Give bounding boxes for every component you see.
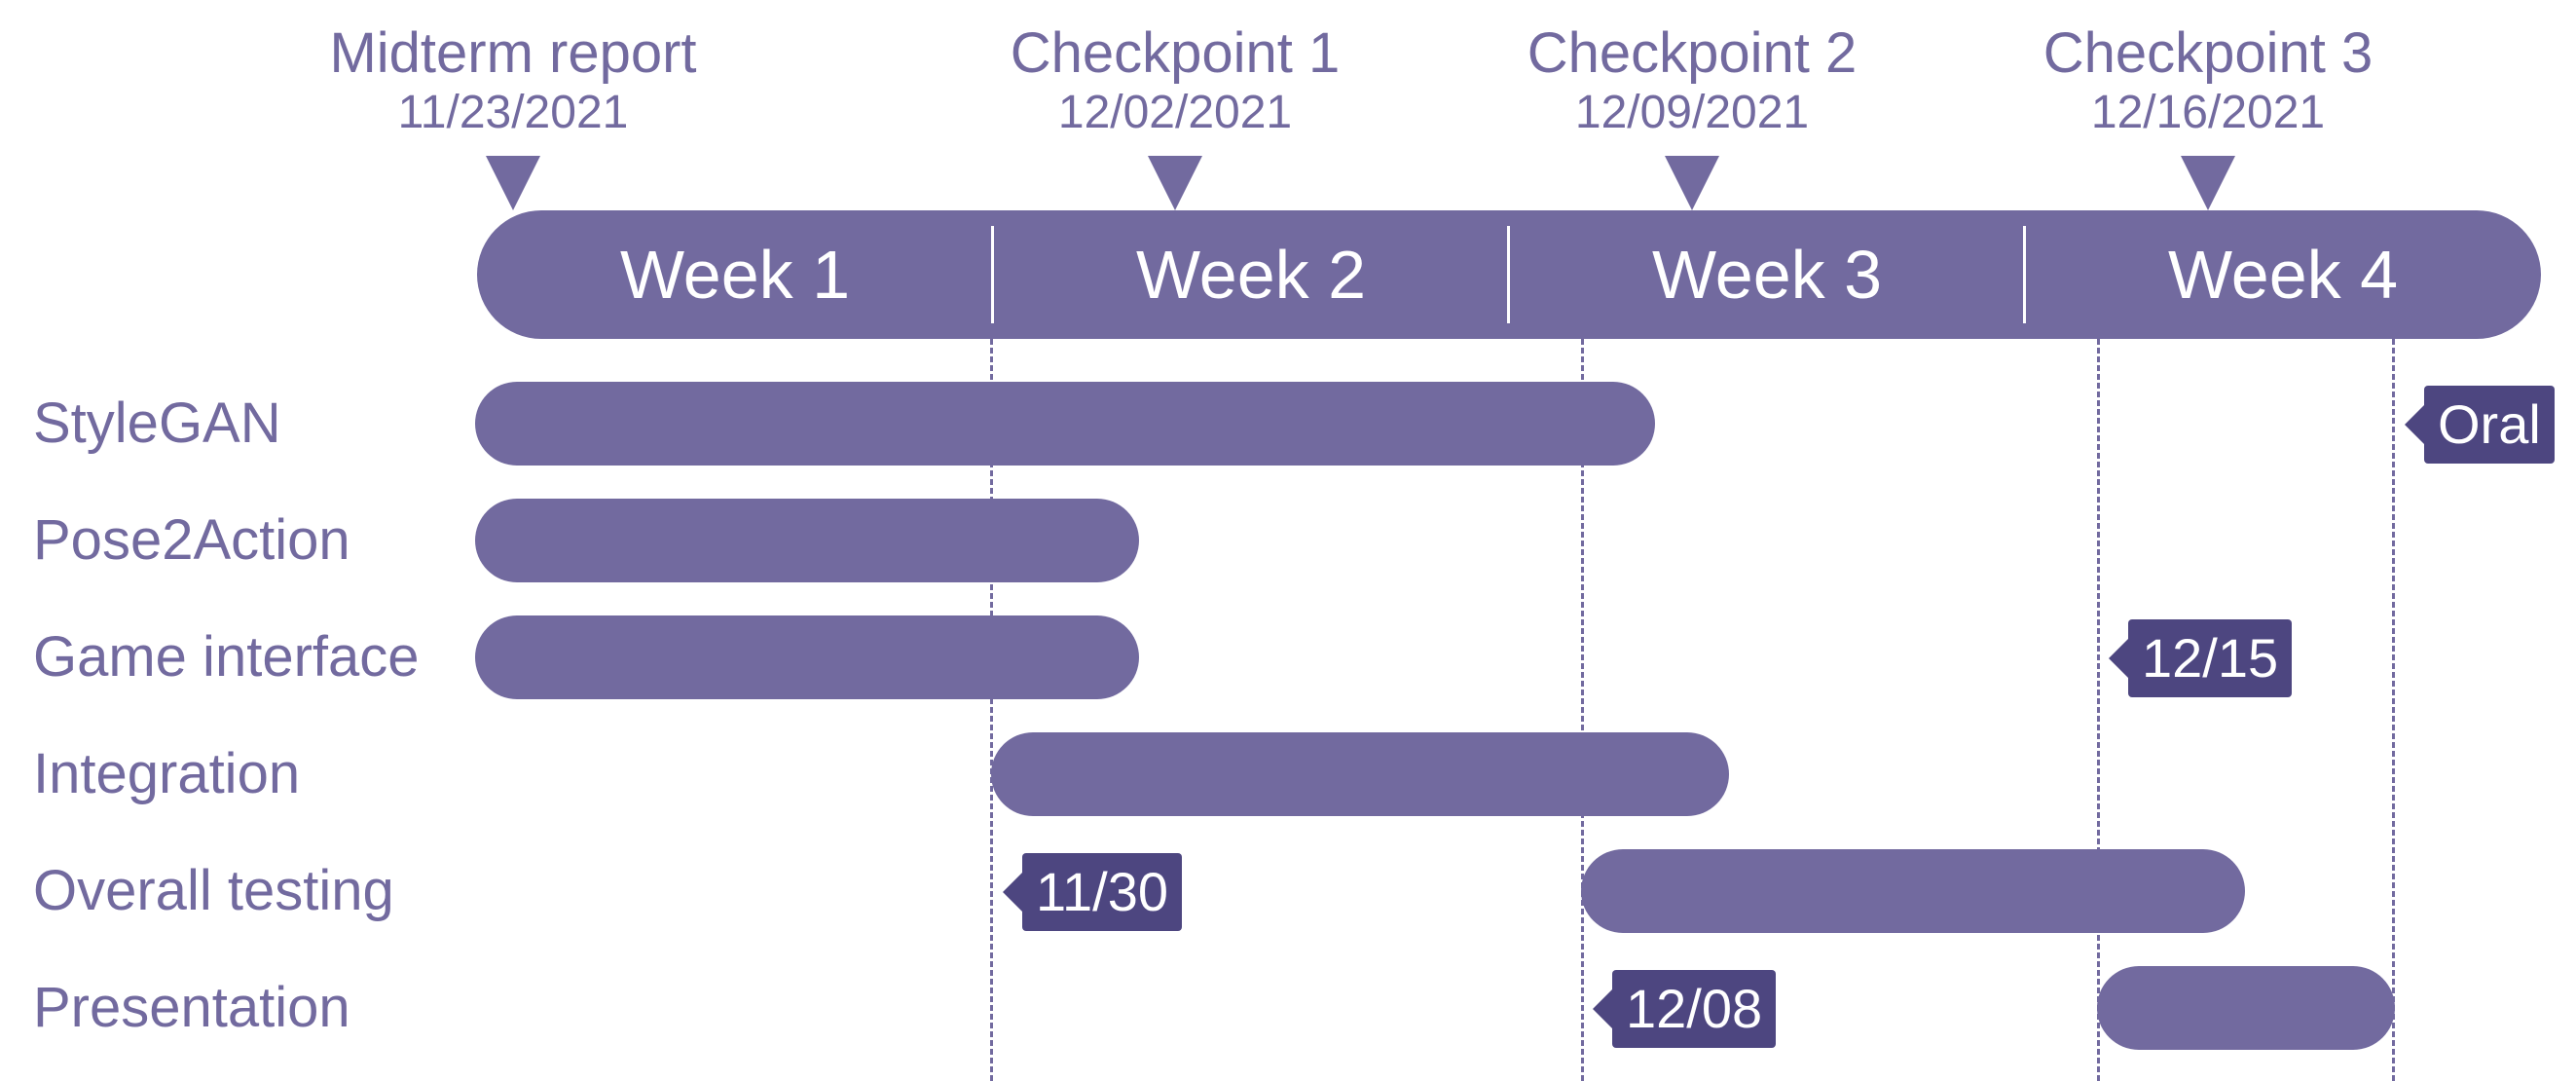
date-tag-11-30: 11/30 [1003, 853, 1182, 931]
week-1-label: Week 1 [619, 237, 851, 313]
milestone-checkpoint-2: Checkpoint 2 12/09/2021 [1527, 21, 1858, 140]
task-label-stylegan: StyleGAN [33, 391, 281, 455]
milestone-marker-icon [486, 156, 540, 210]
task-label-game-interface: Game interface [33, 625, 420, 689]
milestone-marker-icon [2181, 156, 2235, 210]
task-label-integration: Integration [33, 742, 301, 805]
task-bar-integration [991, 732, 1729, 816]
task-label-pose2action: Pose2Action [33, 508, 350, 572]
date-tag-12-08: 12/08 [1592, 970, 1777, 1048]
task-label-overall-testing: Overall testing [33, 859, 394, 922]
milestone-date: 12/09/2021 [1574, 87, 1810, 138]
task-bar-overall-testing [1581, 849, 2245, 933]
date-guide-line [2392, 339, 2395, 1081]
week-separator [991, 226, 994, 323]
task-bar-game-interface [475, 615, 1139, 699]
date-guide-line [2097, 339, 2100, 1081]
date-guide-line [990, 339, 993, 1081]
week-separator [2023, 226, 2026, 323]
milestone-marker-icon [1665, 156, 1719, 210]
week-2-label: Week 2 [1135, 237, 1367, 313]
task-bar-presentation [2097, 966, 2395, 1050]
task-bar-stylegan [475, 382, 1655, 466]
milestone-label: Midterm report [329, 21, 697, 85]
milestone-midterm-report: Midterm report 11/23/2021 [329, 21, 696, 140]
milestone-date: 12/16/2021 [2090, 87, 2326, 138]
milestone-label: Checkpoint 3 [2042, 21, 2374, 85]
date-tag-12-15: 12/15 [2108, 619, 2293, 697]
task-label-presentation: Presentation [33, 976, 350, 1039]
milestone-date: 12/02/2021 [1057, 87, 1293, 138]
week-separator [1507, 226, 1510, 323]
milestone-marker-icon [1148, 156, 1202, 210]
milestone-label: Checkpoint 2 [1527, 21, 1858, 85]
milestone-checkpoint-1: Checkpoint 1 12/02/2021 [1011, 21, 1341, 140]
milestone-label: Checkpoint 1 [1010, 21, 1341, 85]
milestone-date: 11/23/2021 [397, 87, 629, 138]
week-4-label: Week 4 [2167, 237, 2399, 313]
task-bar-pose2action [475, 499, 1139, 582]
date-tag-oral: Oral [2405, 386, 2555, 464]
milestone-checkpoint-3: Checkpoint 3 12/16/2021 [2043, 21, 2374, 140]
date-guide-line [1581, 339, 1584, 1081]
week-3-label: Week 3 [1651, 237, 1883, 313]
